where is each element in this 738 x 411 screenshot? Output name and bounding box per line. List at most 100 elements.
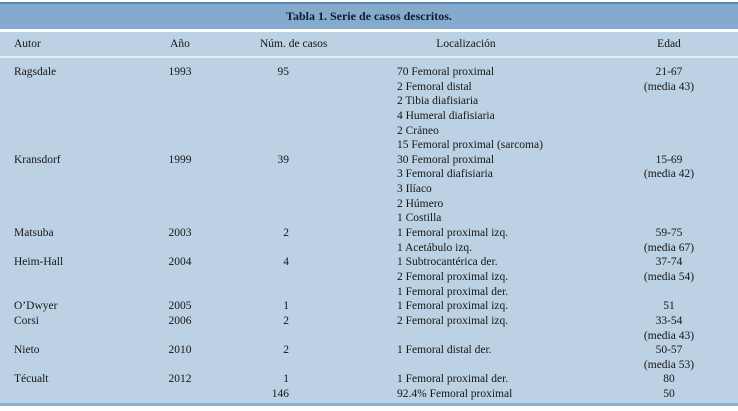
age-cell: 33-54 (media 43) [600,314,738,343]
localization-cell: 70 Femoral proximal 2 Femoral distal 2 Tib… [292,65,600,153]
localization-cell-line: 1 Costilla [397,212,442,225]
age-cell: 50 [600,387,738,402]
age-cell: 51 [600,299,738,314]
year-cell [150,387,210,402]
table-header-row: Autor Año Núm. de casos Localización Eda… [0,32,738,56]
num-cases-cell: 2 [210,226,292,255]
author-cell: O’Dwyer [0,299,150,314]
localization-cell-line: 70 Femoral proximal [397,66,495,78]
num-cases-cell-line: 95 [277,66,290,78]
localization-cell-line: 1 Femoral proximal der. [397,373,509,386]
age-cell-line: (media 67) [643,241,695,254]
age-cell-line: (media 43) [643,80,695,93]
year-cell: 2006 [150,314,210,343]
table-row: Kransdorf 1999 39 30 Femoral proximal 3 Femo… [0,153,738,226]
num-cases-cell-line: 146 [271,388,289,401]
year-cell: 2010 [150,343,210,372]
age-cell-line: (media 54) [643,270,695,283]
age-cell-line: 51 [663,300,675,313]
year-cell: 1993 [150,65,210,153]
age-cell-line: 37-74 [655,256,683,269]
table-title-bar: Tabla 1. Serie de casos descritos. [0,2,738,29]
num-cases-cell-line: 1 [283,373,289,386]
column-header-localizacion: Localización [436,38,496,50]
localization-cell: 2 Femoral proximal izq. [292,314,600,343]
table-row: Heim-Hall 2004 4 1 Subtrocantérica der. 2 Fe… [0,255,738,299]
table-row: O’Dwyer 2005 1 1 Femoral proximal izq. 51 [0,299,738,314]
year-cell-line [150,387,210,402]
localization-cell-line: 1 Subtrocantérica der. [397,256,498,269]
author-cell-line: Heim-Hall [14,256,64,269]
localization-cell-line: 15 Femoral proximal (sarcoma) [397,139,543,152]
num-cases-cell: 146 [210,387,292,402]
localization-cell-line: 3 Femoral diafisiaria [397,168,493,181]
table-row: 146 92.4% Femoral proximal 50 [0,387,738,402]
localization-cell-line: 2 Femoral proximal izq. [397,314,509,327]
year-cell: 2004 [150,255,210,299]
localization-cell: 1 Femoral proximal der. [292,372,600,387]
localization-cell-line: 1 Femoral distal der. [397,344,492,357]
year-cell: 1999 [150,153,210,226]
author-cell-line: O’Dwyer [14,300,58,313]
author-cell: Matsuba [0,226,150,255]
table-row: Matsuba 2003 2 1 Femoral proximal izq. 1 Ace… [0,226,738,255]
num-cases-cell: 2 [210,343,292,372]
num-cases-cell-line: 2 [283,314,289,327]
table-row: Nieto 2010 2 1 Femoral distal der. 50-57 (med… [0,343,738,372]
year-cell-line: 1993 [168,66,192,78]
table-row: Corsi 2006 2 2 Femoral proximal izq. 33-54 (m… [0,314,738,343]
author-cell: Ragsdale [0,65,150,153]
author-cell-line: Matsuba [14,227,54,240]
num-cases-cell-line: 2 [283,344,289,357]
author-cell-line: Ragsdale [14,66,57,78]
year-cell-line: 2012 [168,373,192,386]
age-cell-line: 21-67 [655,66,683,78]
age-cell-line: 50 [663,388,675,401]
year-cell: 2005 [150,299,210,314]
num-cases-cell: 39 [210,153,292,226]
localization-cell-line: 1 Acetábulo izq. [397,241,473,254]
age-cell: 37-74 (media 54) [600,255,738,299]
localization-cell: 1 Femoral proximal izq. [292,299,600,314]
age-cell-line: 50-57 [655,344,683,357]
localization-cell-line: 1 Femoral proximal der. [397,285,509,298]
localization-cell-line: 1 Femoral proximal izq. [397,227,509,240]
year-cell-line: 2004 [168,256,192,269]
author-cell: Nieto [0,343,150,372]
author-cell: Técualt [0,372,150,387]
year-cell: 2003 [150,226,210,255]
localization-cell: 1 Subtrocantérica der. 2 Femoral proximal… [292,255,600,299]
author-cell-line: Kransdorf [14,153,61,166]
author-cell: Corsi [0,314,150,343]
localization-cell-line: 2 Cráneo [397,124,439,137]
localization-cell-line: 30 Femoral proximal [397,153,495,166]
age-cell: 21-67 (media 43) [600,65,738,153]
author-cell-line: Nieto [14,344,40,357]
localization-cell-line: 2 Húmero [397,197,444,210]
separator-line [0,56,738,58]
year-cell-line: 2006 [168,314,192,327]
age-cell-line: 80 [663,373,675,386]
table-body: Ragsdale 1993 95 70 Femoral proximal 2 Femor… [0,58,738,403]
localization-cell: 1 Femoral distal der. [292,343,600,372]
localization-cell: 1 Femoral proximal izq. 1 Acetábulo izq. [292,226,600,255]
age-cell-line: (media 43) [643,329,695,342]
num-cases-cell-line: 4 [283,256,289,269]
age-cell-line: (media 53) [643,358,695,371]
localization-cell: 92.4% Femoral proximal [292,387,600,402]
age-cell: 50-57 (media 53) [600,343,738,372]
age-cell-line: 59-75 [655,227,683,240]
author-cell-line [14,387,150,402]
year-cell-line: 2005 [168,300,192,313]
age-cell-line: 33-54 [655,314,683,327]
author-cell: Heim-Hall [0,255,150,299]
table-bottom-edge [0,403,738,406]
author-cell [0,387,150,402]
localization-cell-line: 2 Tibia diafisiaria [397,95,479,108]
year-cell: 2012 [150,372,210,387]
localization-cell-line: 2 Femoral distal [397,80,472,93]
num-cases-cell: 2 [210,314,292,343]
localization-cell-line: 2 Femoral proximal izq. [397,270,509,283]
localization-cell-line: 3 Ilíaco [397,183,432,196]
